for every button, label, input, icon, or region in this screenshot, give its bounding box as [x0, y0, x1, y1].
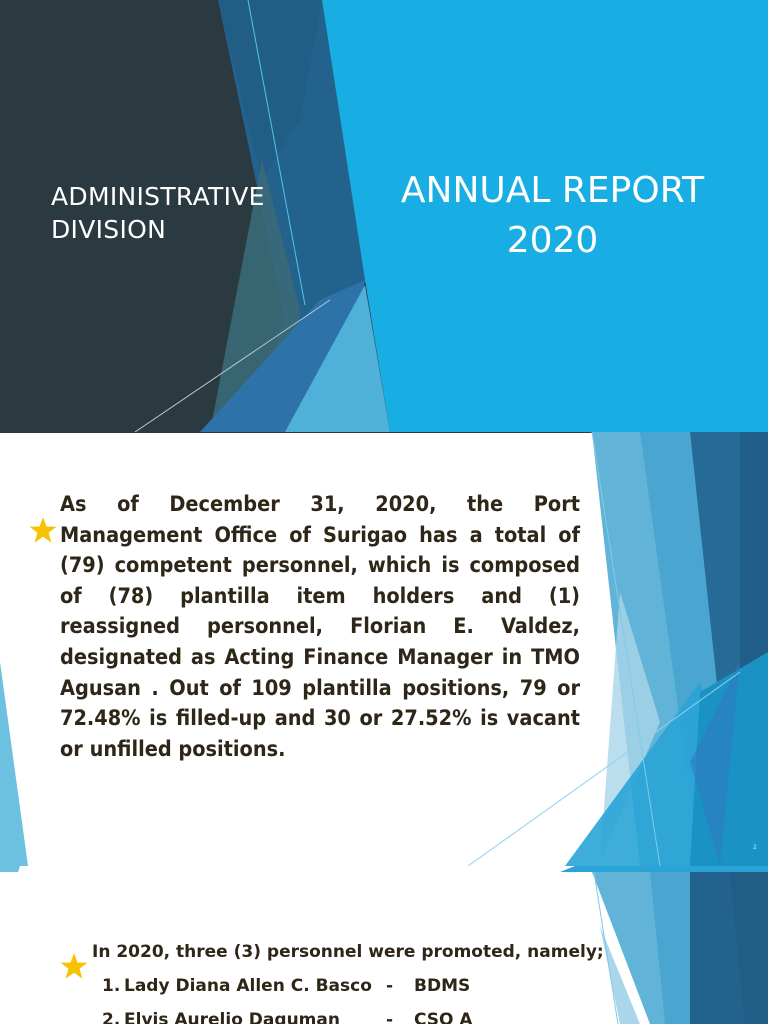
- promotion-position: CSO A: [414, 1010, 473, 1024]
- slide-background-shapes: [0, 432, 768, 866]
- personnel-summary-paragraph: As of December 31, 2020, the Port Manage…: [60, 492, 580, 762]
- report-title: ANNUAL REPORT 2020: [380, 166, 725, 266]
- promotion-index: 1.: [102, 976, 121, 996]
- promotion-name: Lady Diana Allen C. Basco: [124, 976, 372, 996]
- promotion-position: BDMS: [414, 976, 471, 996]
- star-icon: [60, 953, 88, 979]
- promotion-separator: -: [386, 1010, 394, 1024]
- star-icon: [29, 517, 57, 543]
- slide-promotions: In 2020, three (3) personnel were promot…: [0, 866, 768, 1024]
- promotions-intro: In 2020, three (3) personnel were promot…: [92, 942, 604, 962]
- division-title-line-1: ADMINISTRATIVE: [51, 182, 265, 211]
- report-title-line-2: 2020: [506, 220, 599, 261]
- slide-background-shapes: [0, 0, 768, 432]
- division-title: ADMINISTRATIVE DIVISION: [51, 180, 265, 246]
- division-title-line-2: DIVISION: [51, 215, 167, 244]
- slide-personnel-summary: As of December 31, 2020, the Port Manage…: [0, 432, 768, 866]
- report-title-line-1: ANNUAL REPORT: [400, 170, 705, 211]
- slide-background-shapes: [0, 866, 768, 1024]
- promotion-index: 2.: [102, 1010, 121, 1024]
- promotion-separator: -: [386, 976, 394, 996]
- slide-title: ADMINISTRATIVE DIVISION ANNUAL REPORT 20…: [0, 0, 768, 432]
- promotion-name: Elvis Aurelio Daguman: [124, 1010, 340, 1024]
- slide-number: 2: [753, 844, 757, 851]
